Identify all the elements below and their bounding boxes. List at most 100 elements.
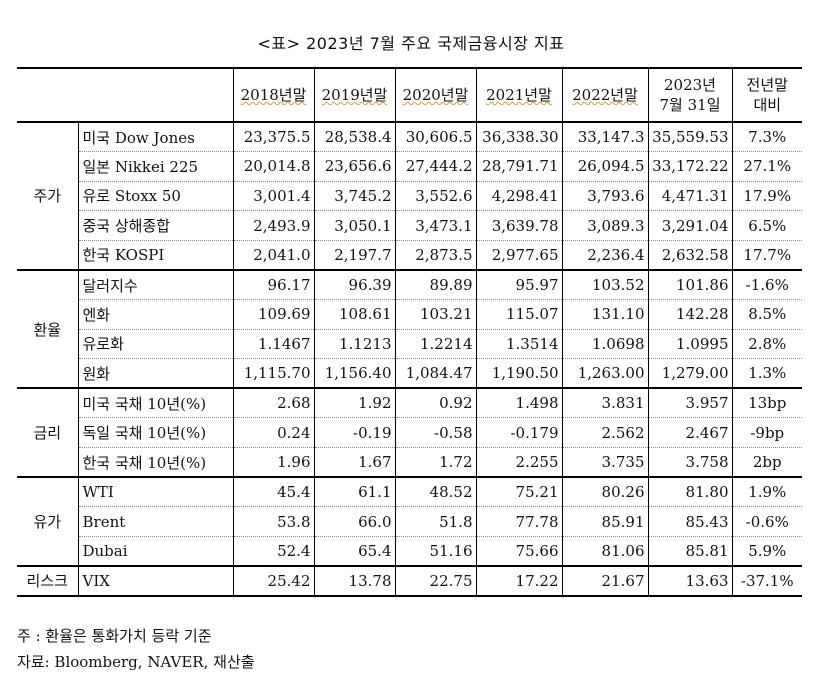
value-cell-2018: 25.42 bbox=[232, 564, 314, 596]
change-cell: -1.6% bbox=[731, 268, 802, 300]
change-cell: 8.5% bbox=[731, 299, 802, 330]
value-cell-2023: 2,632.58 bbox=[647, 239, 732, 270]
table-row: 금리 미국 국채 10년(%) 2.68 1.92 0.92 1.498 3.831 3.95… bbox=[17, 387, 802, 478]
value-cell-2018: 96.17 bbox=[232, 268, 314, 300]
change-cell: 5.9% bbox=[731, 535, 802, 566]
row-label: 중국 상해종합 bbox=[77, 210, 233, 241]
group-label-oil: 유가 bbox=[17, 476, 78, 566]
value-cell-2021: 77.78 bbox=[475, 506, 562, 537]
value-cell-2022: 131.10 bbox=[561, 299, 648, 330]
value-cell-2019: 2,197.7 bbox=[313, 239, 395, 270]
table-row: 엔화 109.69 108.61 103.21 115.07 131.10 142.28 8.… bbox=[17, 299, 802, 330]
value-cell-2020: 89.89 bbox=[394, 268, 476, 300]
value-cell-2021: 1,190.50 bbox=[475, 358, 562, 389]
header-blank bbox=[17, 68, 233, 123]
table-row: 원화 1,115.70 1,156.40 1,084.47 1,190.50 1,263.… bbox=[17, 358, 802, 389]
row-label: Dubai bbox=[77, 535, 233, 566]
change-cell: 13bp bbox=[731, 387, 802, 418]
row-label: 한국 국채 10년(%) bbox=[77, 447, 233, 478]
change-cell: 2bp bbox=[731, 447, 802, 478]
value-cell-2023: 13.63 bbox=[647, 564, 732, 596]
value-cell-2022: 103.52 bbox=[561, 268, 648, 300]
value-cell-2021: 75.21 bbox=[475, 476, 562, 507]
value-cell-2019: 1.67 bbox=[313, 447, 395, 478]
row-label: 엔화 bbox=[77, 299, 233, 330]
value-cell-2021: 28,791.71 bbox=[475, 151, 562, 182]
value-cell-2023: 1.0995 bbox=[647, 328, 732, 359]
value-cell-2021: 4,298.41 bbox=[475, 180, 562, 211]
value-cell-2020: 1.72 bbox=[394, 447, 476, 478]
change-cell: 27.1% bbox=[731, 151, 802, 182]
value-cell-2018: 1,115.70 bbox=[232, 358, 314, 389]
value-cell-2021: 1.498 bbox=[475, 387, 562, 418]
source-note: 자료: Bloomberg, NAVER, 재산출 bbox=[17, 653, 255, 671]
value-cell-2021: -0.179 bbox=[475, 417, 562, 448]
value-cell-2021: 115.07 bbox=[475, 299, 562, 330]
group-label-rates: 금리 bbox=[17, 387, 78, 478]
group-label-stocks: 주가 bbox=[33, 187, 62, 206]
table-row: 주가 미국 Dow Jones 23,375.5 28,538.4 30,606.5 36… bbox=[17, 121, 802, 205]
value-cell-2020: 48.52 bbox=[394, 476, 476, 507]
value-cell-2021: 3,639.78 bbox=[475, 210, 562, 241]
change-cell: -37.1% bbox=[731, 564, 802, 596]
value-cell-2020: 3,552.6 bbox=[394, 180, 476, 211]
value-cell-2018: 1.1467 bbox=[232, 328, 314, 359]
change-cell: 7.3% bbox=[731, 121, 802, 152]
value-cell-2021: 75.66 bbox=[475, 535, 562, 566]
value-cell-2023: 85.81 bbox=[647, 535, 732, 566]
value-cell-2023: 3.957 bbox=[647, 387, 732, 418]
table-row: 유가 WTI 45.4 61.1 48.52 75.21 80.26 81.80 1.9% bbox=[17, 476, 802, 566]
value-cell-2020: 51.8 bbox=[394, 506, 476, 537]
value-cell-2022: 21.67 bbox=[561, 564, 648, 596]
group-label-fx: 환율 bbox=[17, 268, 78, 389]
header-2020: 2020년말 bbox=[394, 68, 476, 123]
change-cell: 1.3% bbox=[731, 358, 802, 389]
value-cell-2022: 1.0698 bbox=[561, 328, 648, 359]
table-row: 중국 상해종합 2,493.9 3,050.1 3,473.1 3,639.78 3,08… bbox=[17, 210, 802, 241]
value-cell-2021: 36,338.30 bbox=[475, 121, 562, 152]
value-cell-2022: 2.562 bbox=[561, 417, 648, 448]
value-cell-2022: 3,793.6 bbox=[561, 180, 648, 211]
change-cell: 1.9% bbox=[731, 476, 802, 507]
value-cell-2022: 81.06 bbox=[561, 535, 648, 566]
value-cell-2018: 45.4 bbox=[232, 476, 314, 507]
value-cell-2020: 22.75 bbox=[394, 564, 476, 596]
change-cell: 2.8% bbox=[731, 328, 802, 359]
table-row: 한국 국채 10년(%) 1.96 1.67 1.72 2.255 3.735 3.758 2… bbox=[17, 447, 802, 478]
value-cell-2018: 2.68 bbox=[232, 387, 314, 418]
value-cell-2019: 108.61 bbox=[313, 299, 395, 330]
value-cell-2023: 3.758 bbox=[647, 447, 732, 478]
value-cell-2020: 1,084.47 bbox=[394, 358, 476, 389]
row-label: Brent bbox=[77, 506, 233, 537]
value-cell-2020: 27,444.2 bbox=[394, 151, 476, 182]
value-cell-2022: 85.91 bbox=[561, 506, 648, 537]
change-cell: -9bp bbox=[731, 417, 802, 448]
value-cell-2019: 66.0 bbox=[313, 506, 395, 537]
value-cell-2018: 2,041.0 bbox=[232, 239, 314, 270]
value-cell-2023: 2.467 bbox=[647, 417, 732, 448]
value-cell-2020: 51.16 bbox=[394, 535, 476, 566]
change-cell: -0.6% bbox=[731, 506, 802, 537]
table-title: <표> 2023년 7월 주요 국제금융시장 지표 bbox=[257, 34, 565, 53]
value-cell-2020: 30,606.5 bbox=[394, 121, 476, 152]
value-cell-2023: 4,471.31 bbox=[647, 180, 732, 211]
value-cell-2018: 0.24 bbox=[232, 417, 314, 448]
value-cell-2019: 3,745.2 bbox=[313, 180, 395, 211]
value-cell-2021: 17.22 bbox=[475, 564, 562, 596]
value-cell-2019: 1,156.40 bbox=[313, 358, 395, 389]
change-cell: 17.7% bbox=[731, 239, 802, 270]
value-cell-2018: 20,014.8 bbox=[232, 151, 314, 182]
value-cell-2023: 1,279.00 bbox=[647, 358, 732, 389]
value-cell-2021: 2,977.65 bbox=[475, 239, 562, 270]
header-row: 2018년말 2019년말 2020년말 2021년말 2022년말 2023년… bbox=[17, 68, 802, 123]
header-2018: 2018년말 bbox=[232, 68, 314, 123]
row-label: 미국 국채 10년(%) bbox=[77, 387, 233, 418]
value-cell-2018: 53.8 bbox=[232, 506, 314, 537]
value-cell-2019: 1.92 bbox=[313, 387, 395, 418]
value-cell-2018: 109.69 bbox=[232, 299, 314, 330]
row-label: VIX bbox=[77, 564, 233, 596]
value-cell-2019: 1.1213 bbox=[313, 328, 395, 359]
financial-indicators-table: 2018년말 2019년말 2020년말 2021년말 2022년말 2023년… bbox=[17, 67, 802, 597]
value-cell-2018: 52.4 bbox=[232, 535, 314, 566]
row-label: 미국 Dow Jones bbox=[77, 121, 233, 152]
